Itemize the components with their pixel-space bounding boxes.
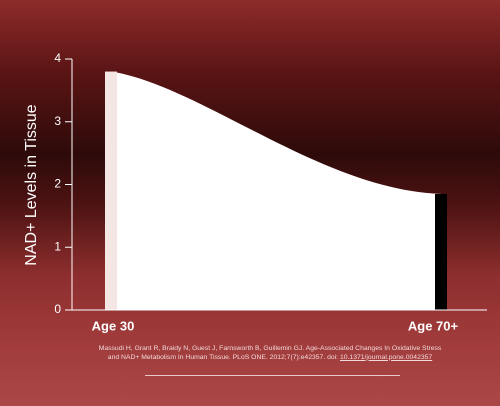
divider	[145, 375, 400, 376]
x-tick-label: Age 30	[92, 318, 135, 333]
y-tick-label: 4	[54, 51, 61, 65]
end-bar	[105, 71, 117, 310]
doi-link[interactable]: 10.1371/journal.pone.0042357	[339, 353, 433, 361]
citation-line: Massudi H, Grant R, Braidy N, Guest J, F…	[98, 345, 442, 352]
annotation-title: NAD+ Decline	[198, 204, 297, 221]
citation: Massudi H, Grant R, Braidy N, Guest J, F…	[60, 345, 480, 362]
end-bar	[435, 193, 447, 310]
y-tick-label: 1	[54, 239, 61, 253]
y-axis-label: NAD+ Levels in Tissue	[23, 104, 40, 266]
area	[111, 71, 441, 310]
citation-line: and NAD+ Metabolism In Human Tissue. PLo…	[107, 353, 339, 361]
y-tick-label: 3	[54, 114, 61, 128]
x-tick-label: Age 70+	[408, 318, 459, 333]
y-tick-label: 0	[54, 302, 61, 316]
y-tick-label: 2	[54, 177, 61, 191]
annotation-value: 60%	[196, 219, 266, 258]
